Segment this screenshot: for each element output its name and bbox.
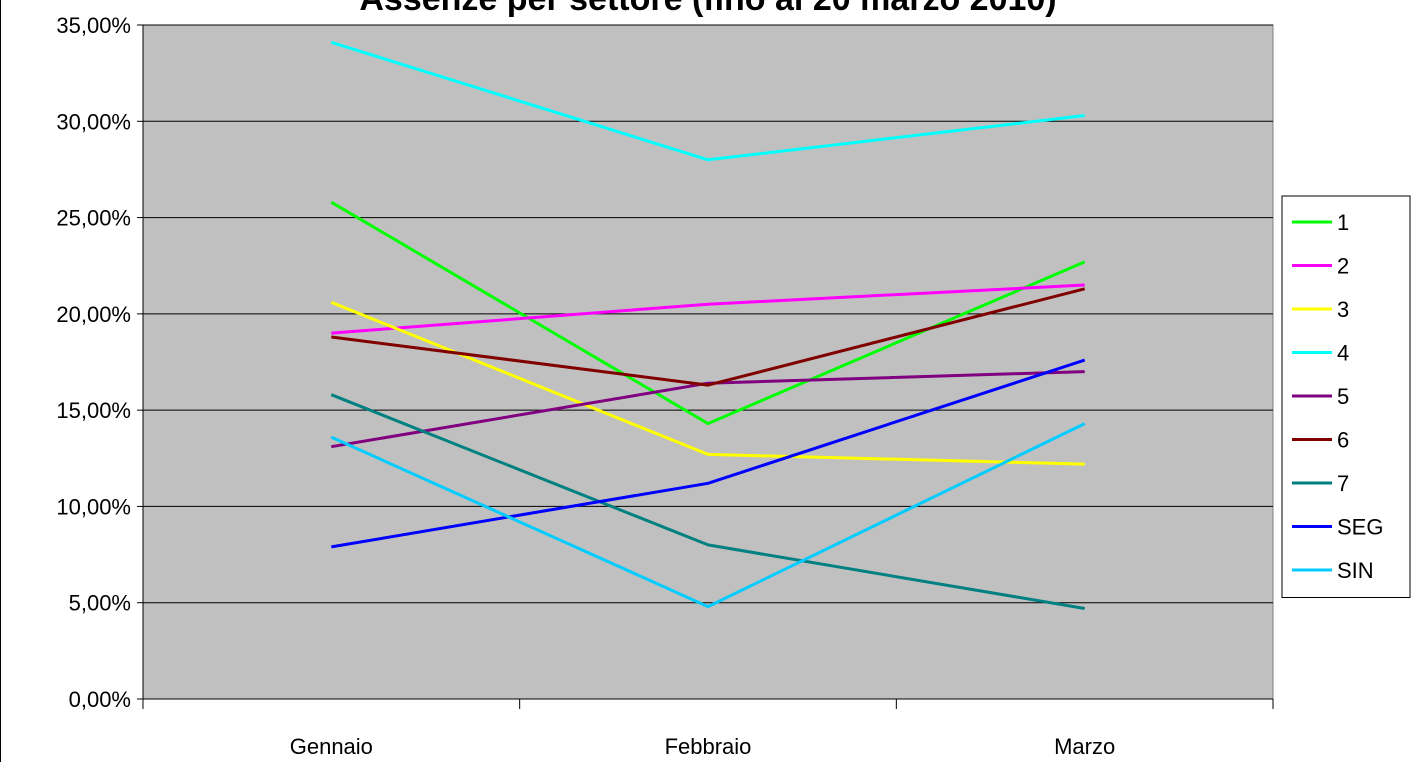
left-border-line	[0, 0, 1, 762]
legend-label: 5	[1337, 384, 1349, 409]
legend-label: 4	[1337, 341, 1349, 366]
series-line-7	[330, 393, 1085, 610]
y-tick-label: 25,00%	[56, 206, 131, 231]
y-tick-label: 15,00%	[56, 398, 131, 423]
y-tick-label: 5,00%	[69, 591, 131, 616]
y-tick-label: 35,00%	[56, 13, 131, 38]
series-line-2	[331, 283, 1085, 335]
series-line-6	[331, 287, 1086, 387]
legend-label: SEG	[1337, 515, 1383, 540]
y-tick-label: 20,00%	[56, 302, 131, 327]
y-tick-label: 30,00%	[56, 109, 131, 134]
x-tick-label: Marzo	[1054, 734, 1115, 759]
legend-label: 7	[1337, 471, 1349, 496]
series-line-sin	[330, 422, 1086, 609]
legend-label: 1	[1337, 210, 1349, 235]
y-tick-label: 0,00%	[69, 687, 131, 712]
legend-label: 3	[1337, 297, 1349, 322]
legend-label: SIN	[1337, 558, 1374, 583]
x-tick-label: Gennaio	[290, 734, 373, 759]
y-tick-label: 10,00%	[56, 494, 131, 519]
y-axis: 0,00% 5,00% 10,00% 15,00% 20,00% 25,00% 30,00%…	[56, 13, 144, 712]
series-lines	[330, 40, 1086, 610]
x-axis: Gennaio Febbraio Marzo	[142, 698, 1274, 759]
chart-title: Assenze per settore (fino al 20 marzo 20…	[359, 0, 1056, 18]
x-tick-label: Febbraio	[665, 734, 752, 759]
plot-area	[142, 24, 1274, 700]
legend: 1 2 3 4 5 6 7 SEG SIN	[1281, 195, 1411, 598]
series-line-5	[331, 370, 1085, 449]
series-line-seg	[331, 358, 1086, 549]
series-line-4	[330, 40, 1085, 162]
legend-label: 6	[1337, 428, 1349, 453]
series-line-1	[330, 200, 1086, 426]
plot-background	[142, 24, 1274, 700]
legend-label: 2	[1337, 254, 1349, 279]
